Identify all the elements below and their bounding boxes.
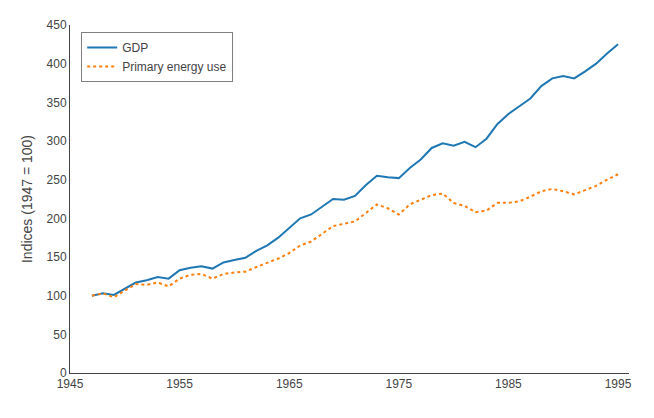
svg-text:1985: 1985 — [495, 377, 522, 391]
svg-text:250: 250 — [47, 173, 67, 187]
svg-text:50: 50 — [53, 328, 67, 342]
svg-text:Primary energy use: Primary energy use — [122, 60, 226, 74]
svg-text:350: 350 — [47, 96, 67, 110]
svg-text:1975: 1975 — [385, 377, 412, 391]
svg-text:1965: 1965 — [276, 377, 303, 391]
svg-text:100: 100 — [47, 289, 67, 303]
svg-text:0: 0 — [60, 366, 67, 380]
svg-text:300: 300 — [47, 134, 67, 148]
svg-text:Indices (1947 = 100): Indices (1947 = 100) — [19, 135, 35, 263]
svg-text:200: 200 — [47, 212, 67, 226]
svg-text:150: 150 — [47, 250, 67, 264]
svg-text:1995: 1995 — [605, 377, 632, 391]
svg-text:450: 450 — [47, 18, 67, 32]
svg-text:GDP: GDP — [122, 41, 148, 55]
svg-text:1955: 1955 — [166, 377, 193, 391]
svg-text:400: 400 — [47, 57, 67, 71]
svg-text:1945: 1945 — [57, 377, 84, 391]
